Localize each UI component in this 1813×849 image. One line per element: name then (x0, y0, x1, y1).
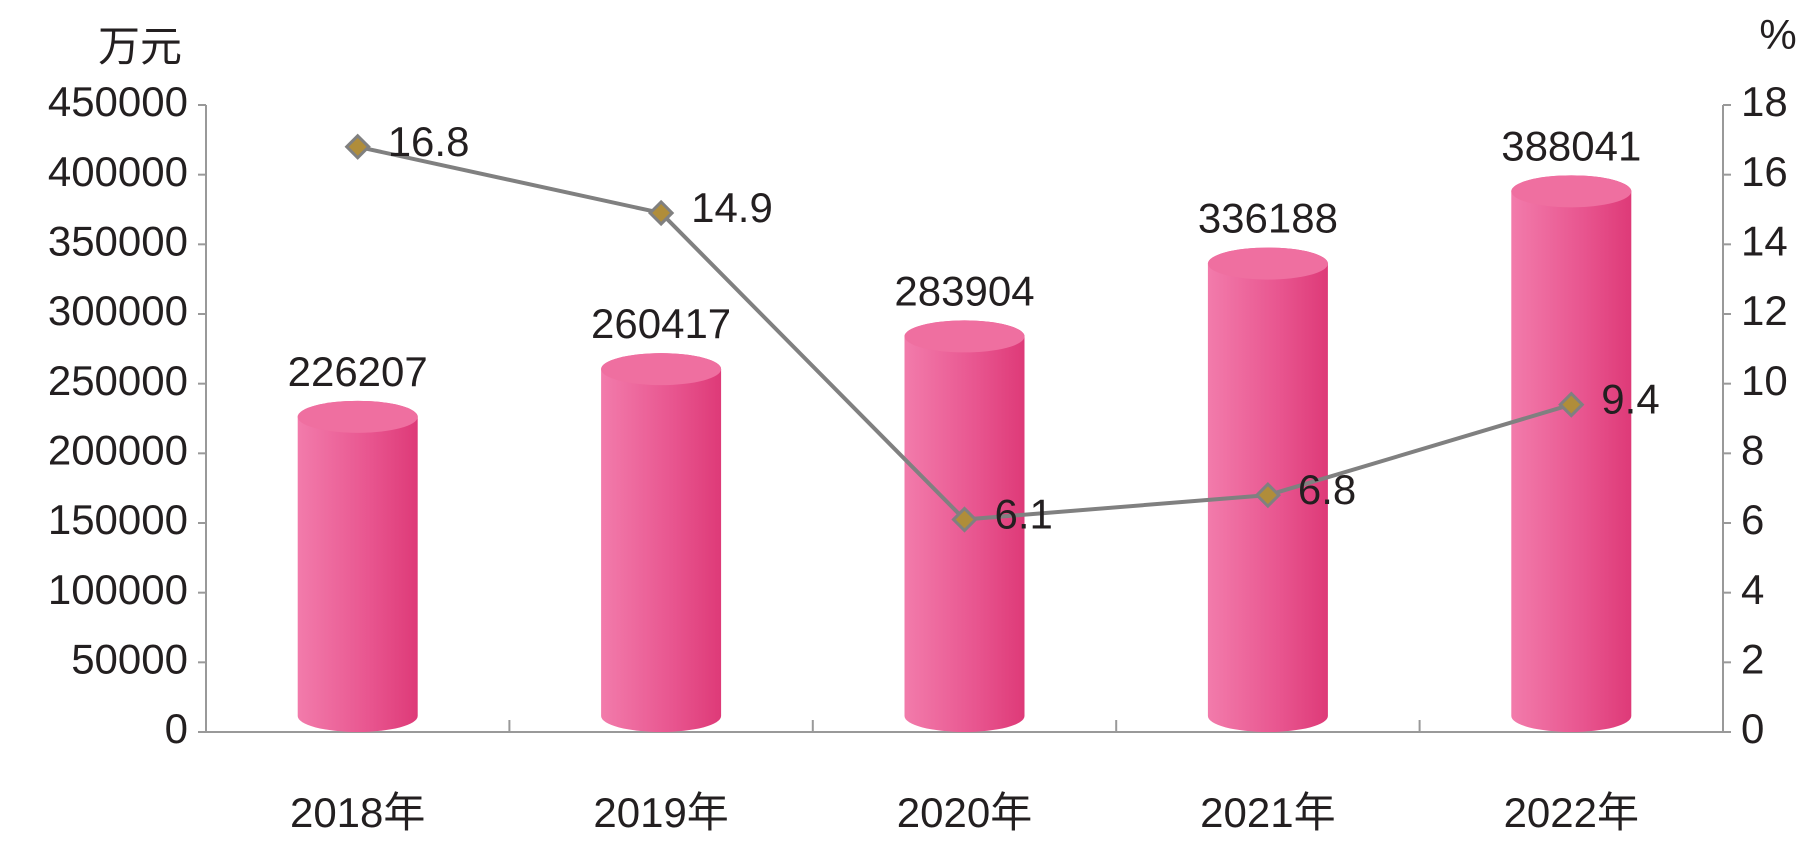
x-tick-label: 2022年 (1504, 789, 1639, 836)
data-label: 260417 (591, 300, 731, 347)
y2-axis-title: % (1759, 11, 1796, 58)
y2-tick-label: 4 (1741, 566, 1764, 613)
data-label: 16.8 (388, 118, 470, 165)
y-axis-title: 万元 (98, 23, 182, 70)
y-tick-label: 350000 (48, 217, 188, 264)
bar-top (1207, 247, 1328, 280)
y2-tick-label: 10 (1741, 357, 1788, 404)
y-tick-label: 200000 (48, 426, 188, 473)
y-tick-label: 450000 (48, 78, 188, 125)
y2-tick-label: 12 (1741, 287, 1788, 334)
x-tick-label: 2018年 (290, 789, 425, 836)
x-tick-label: 2020年 (897, 789, 1032, 836)
y-tick-label: 0 (165, 705, 188, 752)
y2-tick-label: 0 (1741, 705, 1764, 752)
y-tick-label: 400000 (48, 148, 188, 195)
y-tick-label: 150000 (48, 496, 188, 543)
data-label: 14.9 (691, 184, 773, 231)
data-label: 388041 (1501, 122, 1641, 169)
bar (601, 353, 722, 732)
y-tick-label: 100000 (48, 566, 188, 613)
data-label: 9.4 (1601, 376, 1659, 423)
line-marker (647, 199, 675, 227)
line-marker (1558, 391, 1585, 418)
bar-top (297, 400, 418, 433)
y2-tick-label: 14 (1741, 217, 1788, 264)
y2-tick-label: 2 (1741, 635, 1764, 682)
y2-tick-label: 8 (1741, 426, 1764, 473)
y-tick-label: 50000 (71, 635, 188, 682)
y2-tick-label: 16 (1741, 148, 1788, 195)
bar-top (601, 353, 722, 386)
data-label: 283904 (894, 268, 1034, 315)
bar (297, 400, 418, 732)
y2-tick-label: 18 (1741, 78, 1788, 125)
data-label: 336188 (1198, 195, 1338, 242)
y-tick-label: 300000 (48, 287, 188, 334)
bar-top (1511, 175, 1632, 208)
x-tick-label: 2021年 (1200, 789, 1335, 836)
line-marker (951, 506, 978, 533)
data-label: 6.1 (995, 491, 1053, 538)
y-tick-label: 250000 (48, 357, 188, 404)
data-label: 226207 (288, 348, 428, 395)
bar (1511, 175, 1632, 733)
line-marker (1254, 482, 1282, 509)
bar-top (904, 320, 1025, 353)
line-marker (344, 133, 371, 160)
data-label: 6.8 (1298, 466, 1356, 513)
y2-tick-label: 6 (1741, 496, 1764, 543)
x-tick-label: 2019年 (593, 789, 728, 836)
